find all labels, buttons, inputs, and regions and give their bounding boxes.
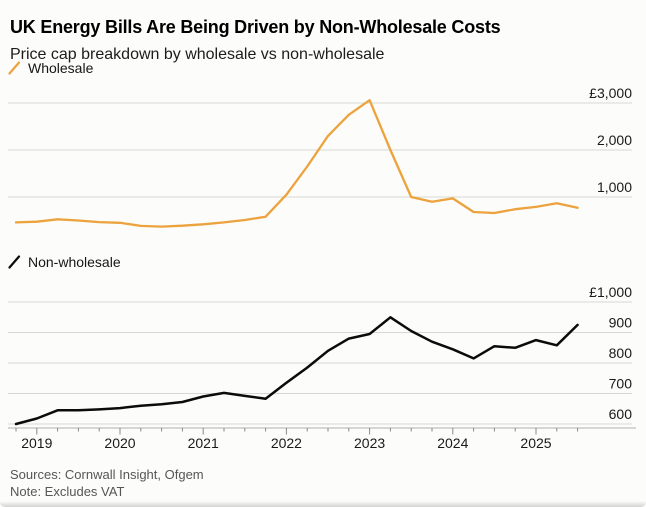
wholesale-ytick-label: £3,000 xyxy=(589,85,632,101)
sources-note: Sources: Cornwall Insight, Ofgem xyxy=(10,467,204,482)
non-wholesale-line xyxy=(14,316,579,426)
year-label: 2024 xyxy=(437,435,468,451)
wholesale-line-chart: 1,000 2,000 £3,000 xyxy=(8,85,632,228)
wholesale-ytick-label: 1,000 xyxy=(597,179,632,195)
year-label: 2020 xyxy=(104,435,135,451)
wholesale-legend-label: Wholesale xyxy=(28,60,94,76)
year-label: 2022 xyxy=(271,435,302,451)
non-wholesale-ytick-label: 900 xyxy=(609,315,633,331)
chart-footer: Sources: Cornwall Insight, Ofgem Note: E… xyxy=(10,466,204,500)
wholesale-ytick-label: 2,000 xyxy=(597,132,632,148)
non-wholesale-ytick-label: 600 xyxy=(609,406,633,422)
non-wholesale-ytick-label: £1,000 xyxy=(589,284,632,300)
window-bottom-edge xyxy=(0,501,646,507)
page-title: UK Energy Bills Are Being Driven by Non-… xyxy=(10,17,501,38)
year-label: 2025 xyxy=(520,435,551,451)
non-wholesale-ytick-label: 700 xyxy=(609,376,633,392)
wholesale-line xyxy=(14,99,579,228)
year-label: 2021 xyxy=(188,435,219,451)
year-label: 2023 xyxy=(354,435,385,451)
wholesale-legend: Wholesale xyxy=(8,60,93,76)
non-wholesale-legend-label: Non-wholesale xyxy=(28,254,121,270)
non-wholesale-legend-slash-icon xyxy=(8,255,21,269)
wholesale-legend-slash-icon xyxy=(8,61,21,75)
page-subtitle: Price cap breakdown by wholesale vs non-… xyxy=(10,46,385,63)
vat-note: Note: Excludes VAT xyxy=(10,484,125,499)
non-wholesale-ytick-label: 800 xyxy=(609,345,633,361)
year-label: 2019 xyxy=(21,435,52,451)
non-wholesale-legend: Non-wholesale xyxy=(8,254,121,270)
non-wholesale-line-chart: 600 700 800 900 £1,000 2019 2020 2021 2022 2023 20… xyxy=(8,284,636,451)
